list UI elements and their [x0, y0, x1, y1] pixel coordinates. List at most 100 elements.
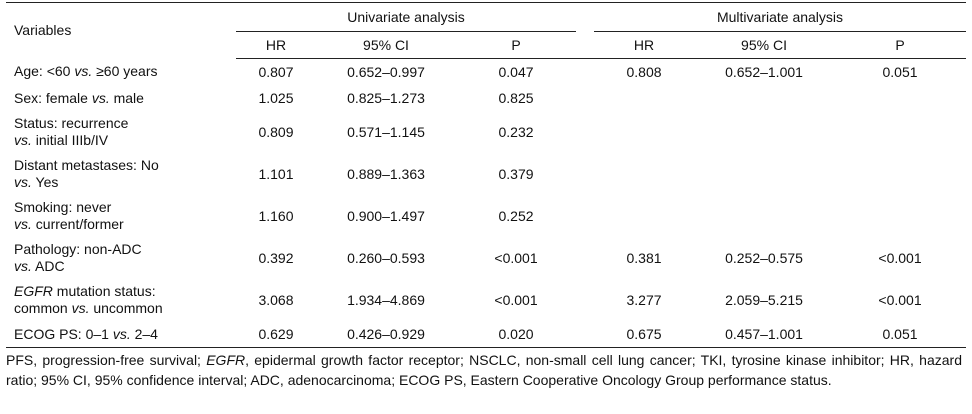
footnote-part1: PFS, progression-free survival; [6, 352, 207, 368]
cell-multivariate-p [834, 153, 966, 195]
cell-multivariate-p [834, 85, 966, 111]
sub-gap [576, 31, 595, 59]
variable-italic: EGFR [14, 283, 53, 299]
table-footnote: PFS, progression-free survival; EGFR, ep… [6, 350, 962, 390]
variable-text: initial IIIb/IV [31, 132, 109, 148]
cell-multivariate-ci: 0.252–0.575 [725, 249, 803, 266]
cell-variable: EGFR mutation status: common vs. uncommon [6, 279, 236, 321]
variable-line-1: ECOG PS: 0–1 vs. 2–4 [14, 326, 232, 343]
variable-text: Yes [31, 174, 59, 190]
variable-text: mutation status: [52, 283, 156, 299]
variable-text: ECOG PS: 0–1 [14, 325, 113, 342]
cell-univariate-p: 0.020 [456, 321, 577, 348]
variable-vs: vs. [14, 132, 32, 148]
variable-vs: vs. [112, 325, 131, 342]
cell-gap [576, 321, 595, 348]
cell-univariate-ci: 0.825–1.273 [347, 89, 425, 106]
variable-tail: ≥60 years [92, 63, 158, 80]
cell-multivariate-hr [594, 195, 694, 237]
variable-text: Age: <60 [14, 63, 75, 80]
table-body: Age: <60 vs. ≥60 years 0.807 0.652–0.997 0.… [6, 59, 967, 348]
cell-multivariate-hr: 3.277 [626, 291, 662, 308]
cell-univariate-ci: 0.889–1.363 [347, 165, 425, 182]
col-header-p: P [834, 31, 967, 59]
variable-vs: vs. [71, 300, 90, 316]
cell-univariate-p: 0.825 [498, 89, 534, 106]
cell-multivariate-ci: 0.457–1.001 [694, 321, 835, 348]
cell-univariate-p: <0.001 [494, 249, 538, 266]
variable-line-1: Age: <60 vs. ≥60 years [14, 63, 232, 80]
table-row: EGFR mutation status: common vs. uncommon… [6, 279, 966, 321]
cell-multivariate-p: <0.001 [878, 249, 922, 266]
variable-tail: 2–4 [130, 325, 158, 342]
variable-text: Smoking: never [14, 199, 112, 215]
cell-multivariate-p: 0.051 [882, 63, 918, 80]
cell-multivariate-p [834, 195, 966, 237]
variable-line-1: EGFR mutation status: [14, 283, 232, 300]
cell-multivariate-p [834, 111, 966, 153]
variable-line-1: Status: recurrence [14, 115, 232, 132]
cell-gap [576, 85, 594, 111]
cell-univariate-p: 0.252 [498, 207, 534, 224]
cell-multivariate-ci: 2.059–5.215 [725, 291, 803, 308]
cell-univariate-hr: 0.807 [258, 63, 294, 80]
variable-text: Sex: female [14, 89, 92, 106]
cell-univariate-p: 0.232 [498, 123, 534, 140]
cell-variable: Age: <60 vs. ≥60 years [6, 59, 236, 86]
sub-header-row: HR 95% CI P HR 95% CI P [6, 31, 967, 59]
variable-line-1: Sex: female vs. male [14, 90, 232, 107]
cell-univariate-p: 0.047 [498, 63, 534, 80]
group-header-univariate: Univariate analysis [236, 2, 577, 32]
cell-multivariate-ci [694, 111, 834, 153]
variable-text: Distant metastases: No [14, 157, 159, 173]
variable-text: Pathology: non-ADC [14, 241, 142, 257]
table-row: Distant metastases: No vs. Yes 1.101 0.889–… [6, 153, 966, 195]
cell-gap [576, 279, 594, 321]
variable-text: ADC [31, 258, 65, 274]
cell-multivariate-hr [594, 111, 694, 153]
variable-tail: male [109, 89, 144, 106]
table-row: Smoking: never vs. current/former 1.160 0.9… [6, 195, 966, 237]
cell-univariate-hr: 0.629 [236, 321, 316, 348]
results-table: Variables Univariate analysis Multivaria… [6, 2, 967, 348]
variable-line-2: vs. ADC [14, 258, 232, 275]
variable-text: uncommon [89, 300, 163, 316]
cell-univariate-ci: 0.260–0.593 [347, 249, 425, 266]
variable-vs: vs. [14, 174, 32, 190]
cell-univariate-hr: 0.809 [258, 123, 294, 140]
cell-gap [576, 195, 594, 237]
group-gap [576, 2, 595, 32]
variable-text: current/former [31, 216, 124, 232]
cell-multivariate-ci: 0.652–1.001 [725, 63, 803, 80]
cell-univariate-p: 0.379 [498, 165, 534, 182]
cell-univariate-ci: 0.571–1.145 [347, 123, 425, 140]
cell-gap [576, 111, 594, 153]
table-row: Status: recurrence vs. initial IIIb/IV 0.8… [6, 111, 966, 153]
cell-variable: Pathology: non-ADC vs. ADC [6, 237, 236, 279]
cell-univariate-hr: 3.068 [258, 291, 294, 308]
col-header-ci: 95% CI [694, 31, 835, 59]
cell-variable: Sex: female vs. male [6, 85, 236, 111]
footnote-part2: , epidermal growth factor receptor; NSCL… [6, 352, 962, 388]
footnote-italic-egfr: EGFR [206, 352, 246, 368]
cell-multivariate-hr: 0.675 [594, 321, 695, 348]
variable-vs: vs. [14, 258, 32, 274]
cell-multivariate-ci [694, 85, 834, 111]
variable-text: Status: recurrence [14, 115, 129, 131]
variable-line-2: vs. current/former [14, 216, 232, 233]
cell-univariate-hr: 0.392 [258, 249, 294, 266]
cell-univariate-hr: 1.160 [258, 207, 294, 224]
cell-univariate-ci: 1.934–4.869 [347, 291, 425, 308]
table-row: Age: <60 vs. ≥60 years 0.807 0.652–0.997 0.… [6, 59, 966, 86]
cell-variable: ECOG PS: 0–1 vs. 2–4 [6, 321, 236, 348]
variable-vs: vs. [91, 89, 110, 106]
table-row: Pathology: non-ADC vs. ADC 0.392 0.260–0.59… [6, 237, 966, 279]
variable-vs: vs. [14, 216, 32, 232]
col-header-variables: Variables [6, 2, 236, 59]
table-row: ECOG PS: 0–1 vs. 2–4 0.629 0.426–0.929 0.02… [6, 321, 967, 348]
variable-line-2: vs. initial IIIb/IV [14, 132, 232, 149]
cell-multivariate-hr [594, 85, 694, 111]
col-header-ci: 95% CI [316, 31, 456, 59]
variable-line-1: Distant metastases: No [14, 157, 232, 174]
